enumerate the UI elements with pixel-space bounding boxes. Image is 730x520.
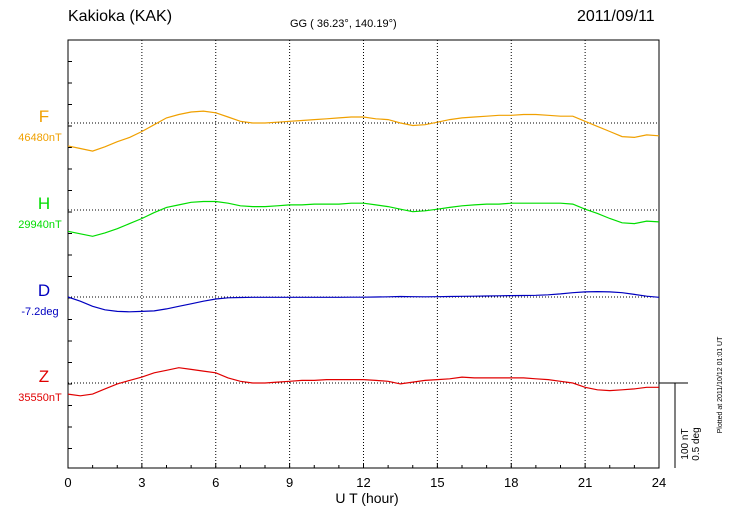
series-baseline-F: 46480nT — [18, 132, 62, 144]
series-lines — [67, 110, 660, 397]
series-line-H — [67, 200, 660, 237]
scale-label-nt: 100 nT — [680, 428, 691, 459]
scale-label-deg: 0.5 deg — [691, 427, 702, 460]
scale-bar: 100 nT 0.5 deg — [659, 382, 702, 468]
axis-ticks: 0 3 6 9 12 15 18 21 24 — [64, 61, 666, 490]
x-tick-label: 15 — [430, 475, 444, 490]
series-line-Z — [67, 367, 659, 397]
station-coordinates: GG ( 36.23°, 140.19°) — [290, 18, 397, 30]
series-line-F — [67, 110, 660, 152]
x-tick-label: 9 — [286, 475, 293, 490]
x-tick-label: 3 — [138, 475, 145, 490]
x-axis-label: U T (hour) — [335, 490, 398, 506]
grid-lines — [68, 40, 659, 468]
series-baseline-H: 29940nT — [18, 219, 62, 231]
x-tick-label: 0 — [64, 475, 71, 490]
footer-note: Plotted at 2011/10/12 01:01 UT — [717, 336, 724, 433]
x-tick-label: 6 — [212, 475, 219, 490]
series-line-D — [67, 290, 660, 313]
series-name-H: H — [38, 194, 50, 213]
x-tick-label: 12 — [356, 475, 370, 490]
x-tick-label: 18 — [504, 475, 518, 490]
series-name-Z: Z — [39, 367, 49, 386]
plot-date: 2011/09/11 — [577, 8, 655, 25]
series-baseline-Z: 35550nT — [18, 392, 62, 404]
series-baseline-D: -7.2deg — [21, 306, 58, 318]
series-name-F: F — [39, 107, 49, 126]
x-tick-label: 24 — [652, 475, 666, 490]
series-name-D: D — [38, 281, 50, 300]
series-labels: F 46480nT H 29940nT D -7.2deg Z 35550nT — [18, 107, 62, 404]
station-title: Kakioka (KAK) — [68, 8, 173, 25]
x-tick-label: 21 — [578, 475, 592, 490]
